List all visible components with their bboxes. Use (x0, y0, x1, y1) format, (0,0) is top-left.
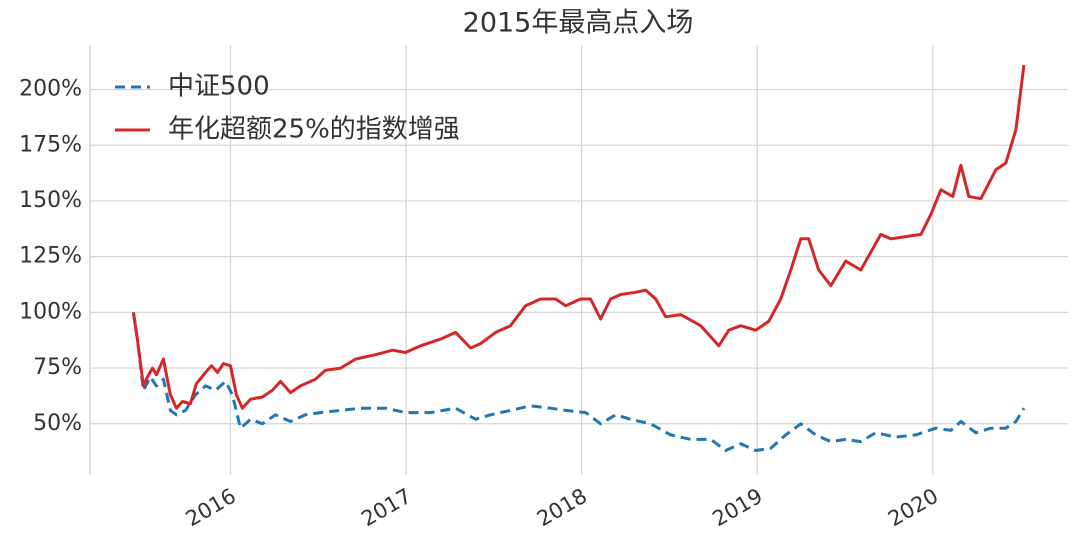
x-tick-label: 2016 (182, 484, 240, 532)
y-tick-label: 200% (19, 77, 82, 102)
legend-label: 中证500 (168, 72, 270, 102)
y-tick-label: 75% (33, 355, 82, 380)
series-line (131, 312, 1026, 452)
y-tick-label: 125% (19, 244, 82, 269)
y-tick-label: 100% (19, 299, 82, 324)
x-tick-label: 2017 (357, 484, 415, 532)
y-tick-label: 50% (33, 411, 82, 436)
x-tick-label: 2019 (708, 484, 766, 532)
series-line (131, 64, 1026, 410)
x-tick-label: 2020 (884, 484, 942, 532)
legend-label: 年化超额25%的指数增强 (168, 115, 460, 145)
y-tick-label: 175% (19, 132, 82, 157)
y-tick-label: 150% (19, 188, 82, 213)
chart-title: 2015年最高点入场 (463, 8, 694, 39)
x-tick-label: 2018 (533, 484, 591, 532)
